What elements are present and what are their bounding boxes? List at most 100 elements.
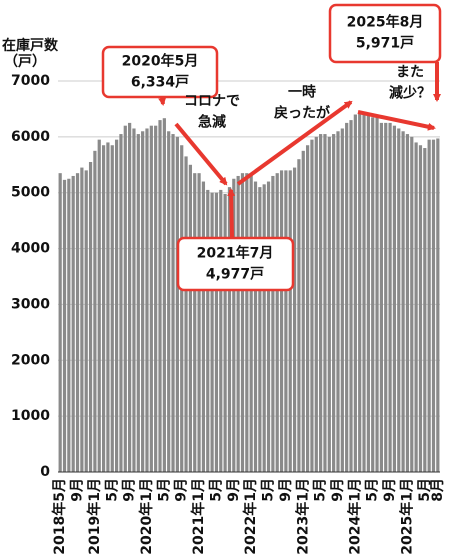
x-tick-label: 9月	[122, 478, 138, 502]
bar	[366, 114, 370, 472]
bar	[288, 170, 292, 472]
annotation-text: 5,971戸	[356, 36, 414, 52]
bar	[414, 142, 418, 472]
bar	[145, 128, 149, 472]
bar	[284, 170, 288, 472]
annotation-text: 4,977戸	[206, 267, 264, 283]
y-tick-label: 1000	[11, 408, 50, 424]
bar	[349, 120, 353, 472]
annotation-arrow	[236, 100, 353, 186]
bar	[149, 125, 153, 472]
bar	[401, 131, 405, 472]
bar	[253, 181, 258, 473]
bar	[436, 138, 440, 473]
y-tick-label: 6000	[11, 129, 50, 145]
y-axis-label: 在庫戸数	[2, 37, 59, 54]
bar	[397, 128, 401, 472]
x-tick-label: 2024年1月	[346, 478, 363, 555]
bar	[193, 173, 197, 472]
bar	[80, 167, 84, 473]
bar	[358, 111, 362, 472]
bar	[227, 187, 232, 472]
x-tick-label: 2021年1月	[190, 478, 207, 555]
x-tick-label: 9月	[278, 478, 294, 502]
bar	[297, 159, 301, 472]
bar	[245, 173, 249, 472]
annotation-text: 急減	[198, 114, 226, 131]
annotation-text: 2025年8月	[347, 14, 424, 31]
bar	[128, 122, 132, 473]
bar	[279, 170, 284, 472]
bar	[201, 181, 206, 473]
bar	[392, 125, 397, 472]
bar	[97, 139, 101, 472]
x-tick-label: 2020年1月	[138, 478, 155, 555]
bar	[232, 178, 236, 472]
bar	[319, 134, 323, 473]
bar	[375, 117, 379, 473]
bar	[167, 131, 171, 472]
bar	[219, 189, 223, 472]
bar	[123, 125, 127, 472]
bar	[292, 167, 297, 473]
y-tick-label: 4000	[11, 241, 50, 257]
x-tick-label: 2023年1月	[294, 478, 311, 555]
bar	[258, 187, 262, 472]
bar	[114, 139, 119, 472]
x-tick-label: 5月	[365, 478, 381, 502]
annotation-text: 2020年5月	[122, 53, 199, 70]
bar	[75, 173, 80, 472]
bar	[88, 161, 93, 472]
bar	[154, 125, 158, 472]
x-tick-label: 9月	[226, 478, 242, 502]
bar	[362, 111, 366, 472]
annotation-text: 一時	[288, 84, 316, 101]
bar	[162, 118, 166, 472]
x-tick-label: 9月	[382, 478, 398, 502]
bar	[184, 156, 188, 472]
x-tick-label: 5月	[156, 478, 172, 502]
annotation-text: また	[396, 65, 424, 81]
bar	[379, 122, 384, 473]
x-tick-label: 9月	[174, 478, 190, 502]
bar	[106, 142, 110, 472]
bar	[84, 170, 88, 472]
y-tick-label: 5000	[11, 185, 50, 201]
bar	[423, 148, 427, 472]
bar	[405, 134, 410, 473]
x-tick-label: 2025年1月	[398, 478, 415, 555]
x-tick-label: 8月	[430, 478, 446, 502]
bar	[58, 173, 62, 472]
bar	[214, 192, 219, 472]
annotation-box	[328, 3, 442, 64]
bar	[206, 189, 210, 472]
bar	[323, 134, 327, 473]
x-tick-label: 5月	[208, 478, 224, 502]
bar	[136, 134, 140, 473]
bar	[431, 139, 436, 472]
bar	[384, 122, 388, 473]
x-tick-label: 9月	[70, 478, 86, 502]
annotation-text: 減少？	[389, 85, 431, 102]
bar	[171, 134, 175, 473]
bar	[266, 181, 271, 473]
bar	[410, 136, 414, 472]
x-tick-label: 5月	[313, 478, 329, 502]
bar	[188, 164, 193, 473]
bar	[327, 136, 331, 472]
bar	[93, 150, 97, 473]
bar	[310, 139, 314, 472]
bar	[388, 122, 392, 473]
bar	[62, 179, 67, 473]
x-tick-label: 5月	[261, 478, 277, 502]
y-tick-label: 0	[40, 464, 50, 480]
y-tick-label: 3000	[11, 296, 50, 312]
annotation-box	[176, 236, 295, 292]
x-tick-label: 2019年1月	[86, 478, 103, 555]
bar	[332, 134, 336, 473]
bar	[340, 128, 344, 472]
bar	[305, 145, 310, 472]
bar	[314, 136, 318, 472]
annotation-arrow	[357, 110, 436, 131]
